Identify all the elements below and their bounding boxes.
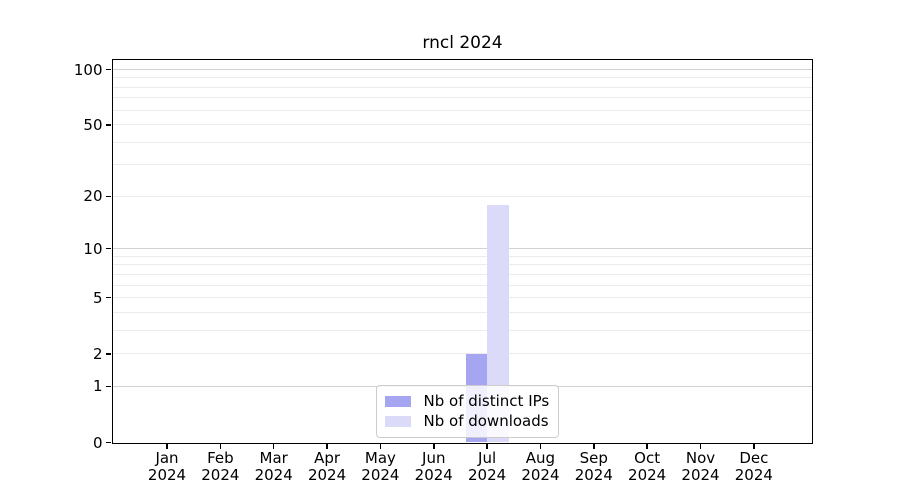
x-tick-month: Jan	[155, 448, 179, 467]
x-tick-mark	[166, 444, 168, 449]
gridline-minor	[112, 284, 812, 286]
legend-swatch	[384, 415, 411, 427]
gridline-major	[112, 248, 812, 250]
plot-area: 0 1 2 5 10 20 50 100 Jan 2024 Feb 2024 Mar 2024 Apr 20…	[74, 58, 813, 483]
x-tick-month: Nov	[685, 448, 716, 467]
gridline-major	[112, 69, 812, 70]
y-tick-label: 5	[92, 288, 103, 307]
x-tick-label: Dec 2024	[709, 448, 799, 484]
legend-label: Nb of downloads	[423, 411, 549, 430]
y-tick-label: 1	[92, 377, 103, 396]
gridline-minor	[112, 97, 812, 99]
x-tick-year: 2024	[307, 465, 347, 484]
x-tick-mark	[326, 444, 328, 449]
x-tick-month: Feb	[207, 448, 234, 467]
x-tick-mark	[593, 444, 595, 449]
x-tick-month: Sep	[579, 448, 608, 467]
x-tick-label: Aug 2024	[495, 448, 585, 484]
x-tick-mark	[753, 444, 755, 449]
x-tick-year: 2024	[254, 465, 293, 484]
gridline-minor	[112, 195, 812, 197]
x-tick-month: Jun	[422, 448, 446, 467]
x-tick-label: Jun 2024	[389, 448, 479, 484]
x-tick-mark	[272, 444, 275, 449]
x-tick-year: 2024	[681, 465, 720, 484]
x-tick-month: Mar	[259, 448, 288, 467]
gridline-minor	[112, 353, 812, 355]
x-tick-month: May	[364, 448, 396, 467]
legend-swatch	[384, 395, 411, 407]
y-tick-label: 50	[83, 115, 103, 134]
y-tick-label: 20	[83, 187, 103, 206]
gridline-minor	[112, 255, 812, 257]
gridline-minor	[112, 77, 812, 79]
x-tick-mark	[379, 444, 382, 449]
x-tick-mark	[646, 444, 648, 449]
legend: Nb of distinct IPs Nb of downloads	[375, 384, 560, 438]
x-tick-mark	[486, 444, 488, 449]
x-tick-label: May 2024	[335, 448, 425, 484]
x-tick-mark	[432, 444, 435, 449]
x-tick-month: Oct	[634, 448, 661, 467]
x-tick-label: Nov 2024	[656, 448, 746, 484]
gridline-minor	[112, 109, 812, 111]
x-tick-label: Feb 2024	[175, 448, 265, 484]
chart-title: rncl 2024	[422, 33, 503, 53]
y-tick-mark	[106, 68, 111, 71]
y-tick-label: 10	[83, 239, 103, 258]
y-tick-mark	[106, 385, 111, 388]
y-tick-label: 100	[73, 60, 103, 79]
y-tick-mark	[106, 441, 111, 444]
x-tick-label: Sep 2024	[549, 448, 639, 484]
y-tick-mark	[106, 123, 111, 126]
gridline-minor	[112, 311, 812, 313]
bar-downloads	[487, 204, 509, 443]
x-tick-year: 2024	[734, 465, 773, 484]
x-tick-mark	[699, 444, 702, 449]
gridline-minor	[112, 264, 812, 266]
x-tick-label: Jul 2024	[442, 448, 532, 484]
gridline-minor	[112, 124, 812, 126]
x-tick-label: Jan 2024	[122, 448, 212, 484]
x-tick-year: 2024	[414, 465, 453, 484]
legend-label: Nb of distinct IPs	[423, 391, 550, 410]
x-tick-year: 2024	[361, 465, 400, 484]
x-tick-month: Jul	[478, 448, 497, 467]
x-tick-month: Apr	[314, 448, 341, 467]
gridline-minor	[112, 141, 812, 143]
x-tick-year: 2024	[574, 465, 613, 484]
gridline-minor	[112, 164, 812, 166]
legend-item: Nb of distinct IPs	[384, 391, 550, 411]
x-tick-year: 2024	[147, 465, 187, 484]
x-tick-month: Dec	[739, 448, 769, 467]
x-tick-label: Apr 2024	[282, 448, 372, 484]
y-tick-label: 2	[92, 344, 103, 363]
x-tick-label: Oct 2024	[602, 448, 692, 484]
x-tick-year: 2024	[201, 465, 240, 484]
x-tick-label: Mar 2024	[229, 448, 319, 484]
y-tick-mark	[106, 195, 111, 198]
legend-item: Nb of downloads	[384, 411, 550, 431]
y-tick-mark	[106, 352, 111, 355]
x-tick-year: 2024	[468, 465, 507, 484]
gridline-minor	[112, 273, 812, 275]
gridline-minor	[112, 86, 812, 88]
x-tick-year: 2024	[521, 465, 560, 484]
x-tick-mark	[219, 444, 222, 449]
gridline-minor	[112, 329, 812, 331]
y-tick-label: 0	[92, 433, 103, 452]
gridline-minor	[112, 297, 812, 299]
x-tick-month: Aug	[525, 448, 556, 467]
x-tick-mark	[539, 444, 542, 449]
y-tick-mark	[106, 247, 111, 250]
y-tick-mark	[106, 296, 111, 299]
x-tick-year: 2024	[628, 465, 667, 484]
